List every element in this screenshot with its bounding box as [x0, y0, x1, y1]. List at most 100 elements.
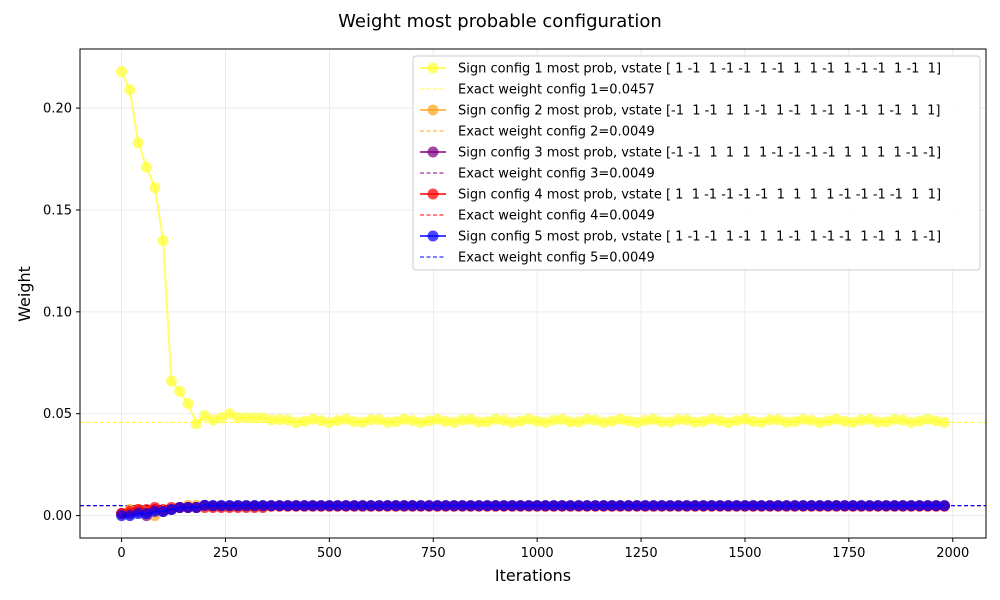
series-5-point: [531, 500, 543, 512]
legend-label: Exact weight config 2=0.0049: [458, 125, 655, 140]
series-5-point: [506, 500, 518, 512]
series-5-point: [265, 500, 277, 512]
series-5-point: [539, 500, 551, 512]
series-1-point: [938, 416, 950, 428]
series-5-point: [149, 506, 161, 518]
series-5-point: [215, 500, 227, 512]
plot-frame: [79, 48, 987, 539]
series-1-point: [872, 416, 884, 428]
series-5-point: [141, 508, 152, 520]
series-1-point: [124, 84, 136, 96]
series-1-point: [822, 415, 834, 427]
legend-item-exact-2: Exact weight config 2=0.0049: [420, 125, 655, 140]
series-1-point: [473, 416, 485, 428]
series-5-point: [731, 500, 743, 512]
legend-marker: [427, 188, 439, 200]
series-1-point: [290, 416, 302, 428]
series-1-point: [722, 416, 734, 428]
legend: Sign config 1 most prob, vstate [ 1 -1 1…: [412, 55, 981, 271]
series-5-point: [382, 500, 394, 512]
series-5-point: [930, 500, 942, 512]
series-5: [116, 499, 950, 522]
series-1-point: [498, 414, 510, 426]
series-1-point: [207, 414, 219, 426]
series-1-point: [672, 414, 684, 426]
series-5-point: [830, 500, 842, 512]
x-tick-label: 1000: [521, 546, 554, 561]
series-5-point: [307, 500, 319, 512]
legend-item-exact-5: Exact weight config 5=0.0049: [420, 251, 655, 266]
series-5-point: [357, 500, 369, 512]
series-1-point: [548, 414, 560, 426]
series-5-point: [515, 500, 527, 512]
legend-item-series-5: Sign config 5 most prob, vstate [ 1 -1 -…: [420, 230, 941, 245]
series-1-point: [141, 161, 152, 173]
series-5-point: [132, 508, 144, 520]
series-1-point: [215, 412, 227, 424]
series-1-point: [373, 414, 385, 426]
series-1-point: [490, 413, 502, 425]
series-5-point: [282, 500, 294, 512]
legend-label: Sign config 2 most prob, vstate [-1 1 -1…: [458, 104, 940, 119]
series-5-point: [573, 500, 585, 512]
series-1-point: [598, 416, 610, 428]
series-1-point: [564, 416, 576, 428]
series-1-point: [323, 416, 335, 428]
chart-title: Weight most probable configuration: [338, 11, 662, 32]
legend-label: Sign config 4 most prob, vstate [ 1 1 -1…: [458, 188, 941, 203]
series-5-point: [548, 500, 560, 512]
series-5-point: [348, 500, 360, 512]
series-5-point: [581, 500, 593, 512]
series-5-point: [232, 500, 244, 512]
series-5-point: [897, 500, 909, 512]
series-1-point: [830, 413, 842, 425]
legend-item-exact-1: Exact weight config 1=0.0457: [420, 83, 655, 98]
series-1-point: [224, 408, 236, 420]
series-5-point: [207, 500, 219, 512]
series-1-point: [689, 416, 701, 428]
series-5-point: [373, 500, 385, 512]
series-1-point: [282, 414, 294, 426]
series-1-point: [855, 414, 867, 426]
series-5-point: [606, 500, 618, 512]
series-5-point: [249, 500, 261, 512]
series-1-point: [789, 416, 801, 428]
series-5-point: [905, 500, 917, 512]
series-5-point: [789, 500, 801, 512]
y-tick-label: 0.10: [43, 305, 72, 320]
series-5-point: [124, 510, 136, 522]
series-1-point: [914, 415, 925, 427]
y-tick-label: 0.20: [43, 102, 72, 117]
series-5-point: [681, 500, 693, 512]
series-5-point: [190, 501, 202, 513]
legend-item-exact-4: Exact weight config 4=0.0049: [420, 209, 655, 224]
series-5-point: [290, 500, 302, 512]
series-1-point: [731, 415, 743, 427]
series-1-point: [456, 414, 468, 426]
series-5-point: [889, 500, 901, 512]
series-5-point: [431, 500, 443, 512]
series-1-point: [348, 416, 360, 428]
series-5-point: [839, 500, 851, 512]
series-5-point: [257, 500, 269, 512]
series-5-point: [847, 500, 859, 512]
series-1-point: [315, 415, 327, 427]
legend-item-series-1: Sign config 1 most prob, vstate [ 1 -1 1…: [420, 62, 941, 77]
series-1-point: [880, 416, 892, 428]
series-1-point: [157, 235, 169, 247]
series-5-point: [406, 500, 418, 512]
series-5-point: [938, 500, 950, 512]
y-tick-label: 0.00: [43, 509, 72, 524]
series-5-point: [182, 501, 194, 513]
y-tick-label: 0.15: [43, 203, 72, 218]
series-5-point: [240, 500, 252, 512]
series-5-point: [589, 500, 601, 512]
series-5-point: [365, 500, 377, 512]
series-1-point: [889, 413, 901, 425]
series-1-point: [639, 414, 651, 426]
legend-item-series-2: Sign config 2 most prob, vstate [-1 1 -1…: [420, 104, 940, 119]
x-axis: 0 250 500 750 1000 1250 1500 1750 2000: [117, 538, 969, 561]
series-1-point: [406, 415, 418, 427]
series-1-point: [797, 413, 809, 425]
